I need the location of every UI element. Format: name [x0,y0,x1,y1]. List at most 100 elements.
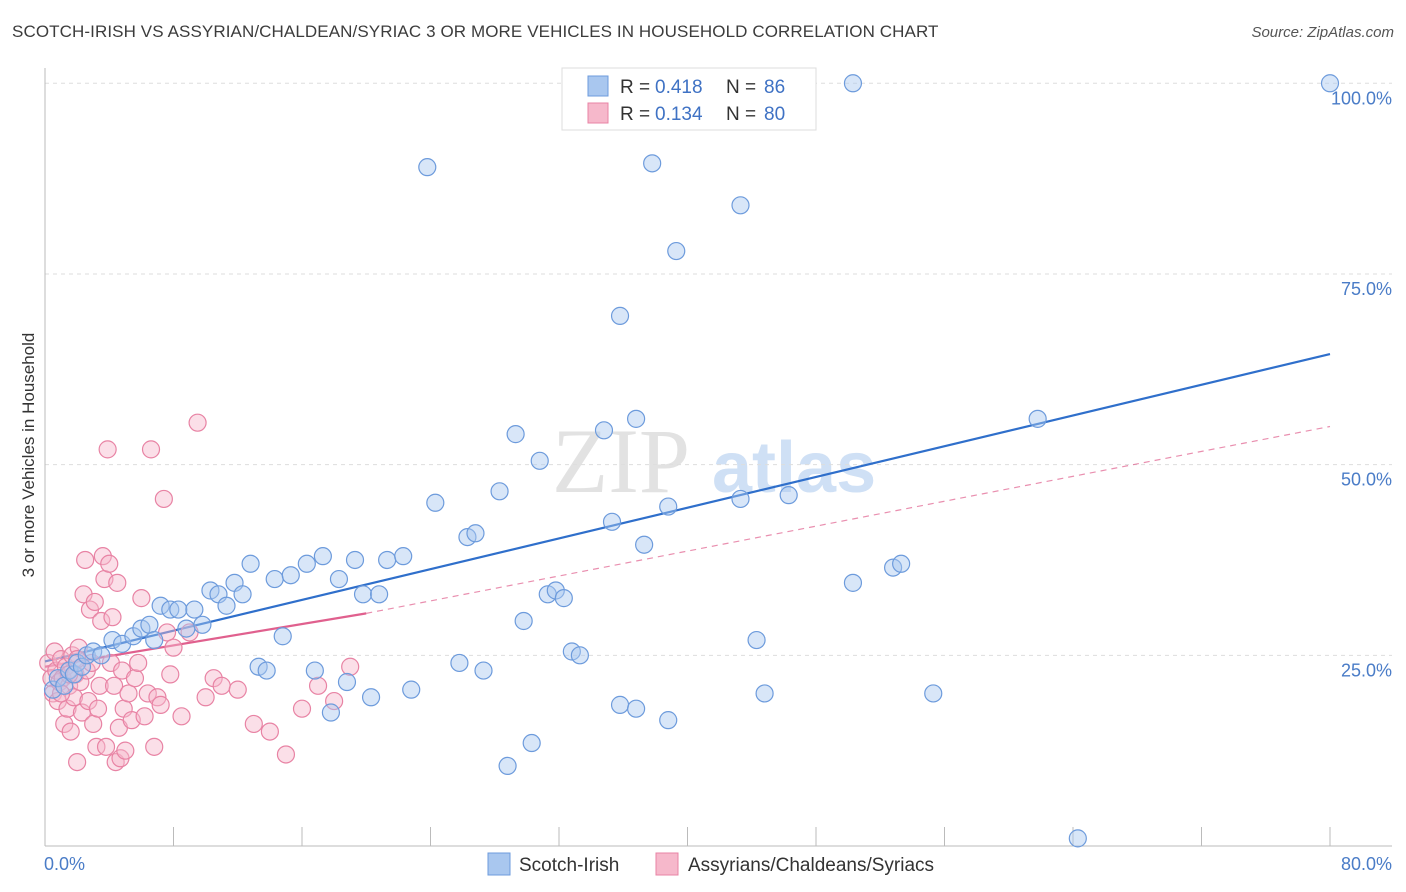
data-point-scotch-irish [43,680,63,699]
data-point-assyrians [161,665,180,684]
legend-n-value-1: 86 [764,77,785,98]
data-point-scotch-irish [329,569,349,589]
bottom-legend-label-pink: Assyrians/Chaldeans/Syriacs [688,855,934,876]
data-point-scotch-irish [305,661,324,680]
data-point-assyrians [292,699,312,718]
data-point-assyrians [116,741,135,760]
y-axis-label: 3 or more Vehicles in Household [19,333,38,578]
data-point-scotch-irish [426,493,445,512]
data-point-assyrians [85,592,104,612]
data-point-scotch-irish [1320,74,1340,93]
data-point-scotch-irish [514,611,533,631]
data-point-scotch-irish [659,497,678,516]
data-point-scotch-irish [659,711,678,730]
data-point-scotch-irish [345,550,365,570]
data-point-scotch-irish [321,703,341,722]
data-point-assyrians [212,676,231,695]
data-point-assyrians [98,440,117,459]
data-point-assyrians [132,589,151,608]
legend-n-label-2: N = [726,104,761,125]
data-point-scotch-irish [610,695,630,714]
data-point-assyrians [96,737,116,756]
data-point-assyrians [325,691,344,711]
data-point-scotch-irish [313,547,332,566]
data-point-scotch-irish [779,486,798,505]
data-point-scotch-irish [530,451,549,470]
data-point-assyrians [79,691,98,711]
data-point-assyrians [154,489,173,509]
data-point-assyrians [138,684,157,703]
data-point-scotch-irish [177,619,196,638]
data-point-scotch-irish [843,573,863,592]
series-assyrians-points [39,413,360,772]
data-point-assyrians [119,684,138,703]
legend-r-value-1: 0.418 [655,77,703,98]
data-point-assyrians [145,737,164,756]
data-point-assyrians [244,714,263,734]
data-point-assyrians [100,554,119,573]
data-point-scotch-irish [169,600,188,619]
data-point-scotch-irish [594,421,614,440]
series-legend: Scotch-Irish Assyrians/Chaldeans/Syriacs [487,852,934,876]
y-tick-label: 100.0% [1331,88,1392,108]
data-point-scotch-irish [731,196,750,215]
data-point-assyrians [125,669,145,688]
data-point-scotch-irish [1068,829,1087,848]
y-tick-labels: 25.0% 50.0% 75.0% 100.0% [1331,88,1392,680]
data-point-scotch-irish [450,653,469,673]
legend-r-value-2: 0.134 [655,104,703,125]
data-point-scotch-irish [151,596,170,615]
data-point-scotch-irish [353,585,373,604]
trend-line-assyrians-extension [366,425,1331,614]
data-point-assyrians [151,695,170,714]
data-point-scotch-irish [193,615,212,634]
legend-r-label-2: R = [620,104,655,125]
chart-source: Source: ZipAtlas.com [1251,24,1394,41]
data-point-assyrians [58,699,77,718]
chart-title: SCOTCH-IRISH VS ASSYRIAN/CHALDEAN/SYRIAC… [12,22,939,41]
data-point-scotch-irish [1028,409,1047,428]
data-point-scotch-irish [145,630,164,650]
data-point-scotch-irish [265,569,284,589]
data-point-assyrians [341,657,360,676]
data-point-assyrians [84,714,103,734]
data-point-scotch-irish [554,589,573,608]
data-point-scotch-irish [233,585,252,604]
data-point-scotch-irish [92,646,111,665]
data-point-assyrians [228,680,247,699]
data-point-scotch-irish [755,684,774,703]
legend-r-label-1: R = [620,77,655,98]
data-point-scotch-irish [635,535,654,554]
bottom-legend-swatch-pink [655,852,679,876]
data-point-scotch-irish [506,425,525,444]
series-scotch-irish-points [43,74,1340,848]
data-point-scotch-irish [626,699,646,718]
data-point-scotch-irish [892,554,911,573]
data-point-assyrians [141,440,161,459]
y-tick-label: 50.0% [1341,470,1392,490]
data-point-scotch-irish [643,154,662,173]
data-point-assyrians [68,752,87,772]
data-point-scotch-irish [924,684,943,703]
data-point-assyrians [108,573,127,592]
data-point-scotch-irish [103,630,122,650]
axes [44,68,1392,847]
data-point-assyrians [135,707,154,726]
data-point-scotch-irish [394,547,413,566]
data-point-assyrians [93,547,112,566]
data-point-scotch-irish [498,756,517,776]
data-point-assyrians [172,707,191,726]
data-point-assyrians [276,745,296,764]
data-point-assyrians [104,676,124,695]
data-point-scotch-irish [297,554,316,573]
legend-n-label-1: N = [726,77,761,98]
data-point-assyrians [45,642,64,661]
data-point-scotch-irish [361,688,381,707]
data-point-scotch-irish [570,646,589,665]
watermark-zip: ZIP [552,410,690,512]
x-ticks: 0.0% 80.0% [44,827,1392,874]
data-point-assyrians [103,608,122,627]
data-point-assyrians [308,676,328,695]
data-point-scotch-irish [522,733,541,753]
